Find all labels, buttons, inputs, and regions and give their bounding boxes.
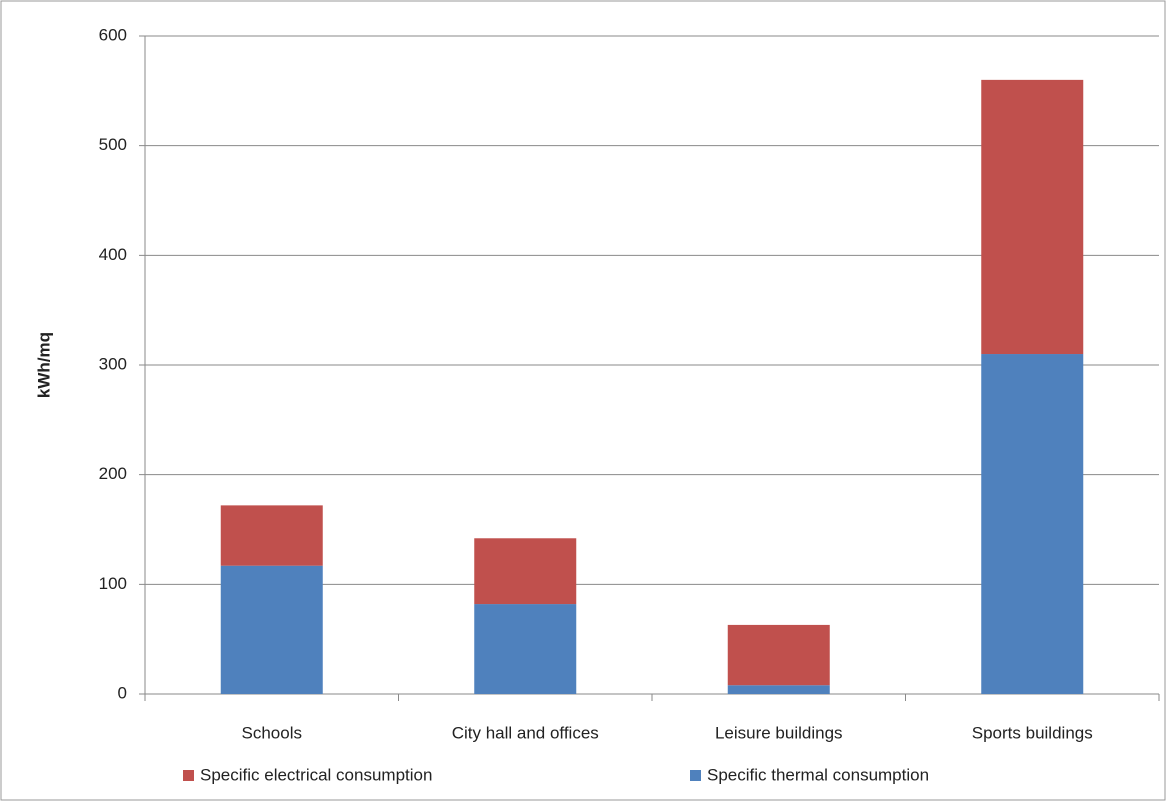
x-tick-label: Schools (242, 723, 302, 742)
y-tick-label: 100 (99, 574, 127, 593)
bar-segment (474, 538, 577, 605)
x-tick-label: Leisure buildings (715, 723, 843, 742)
legend-label: Specific thermal consumption (707, 765, 929, 784)
y-tick-label: 500 (99, 135, 127, 154)
legend-swatch (690, 770, 701, 781)
x-tick-label: City hall and offices (452, 723, 599, 742)
y-tick-label: 300 (99, 354, 127, 373)
y-axis-label: kWh/mq (34, 332, 53, 398)
y-tick-label: 400 (99, 245, 127, 264)
bar-segment (981, 79, 1084, 355)
bar-segment (220, 565, 323, 694)
bar-segment (220, 505, 323, 566)
legend-swatch (183, 770, 194, 781)
bar-segment (981, 354, 1084, 694)
x-tick-label: Sports buildings (972, 723, 1093, 742)
bar-segment (727, 685, 830, 694)
legend-label: Specific electrical consumption (200, 765, 432, 784)
bar-segment (727, 624, 830, 686)
y-tick-label: 200 (99, 464, 127, 483)
y-tick-label: 600 (99, 25, 127, 44)
y-tick-label: 0 (118, 683, 127, 702)
bar-segment (474, 604, 577, 694)
